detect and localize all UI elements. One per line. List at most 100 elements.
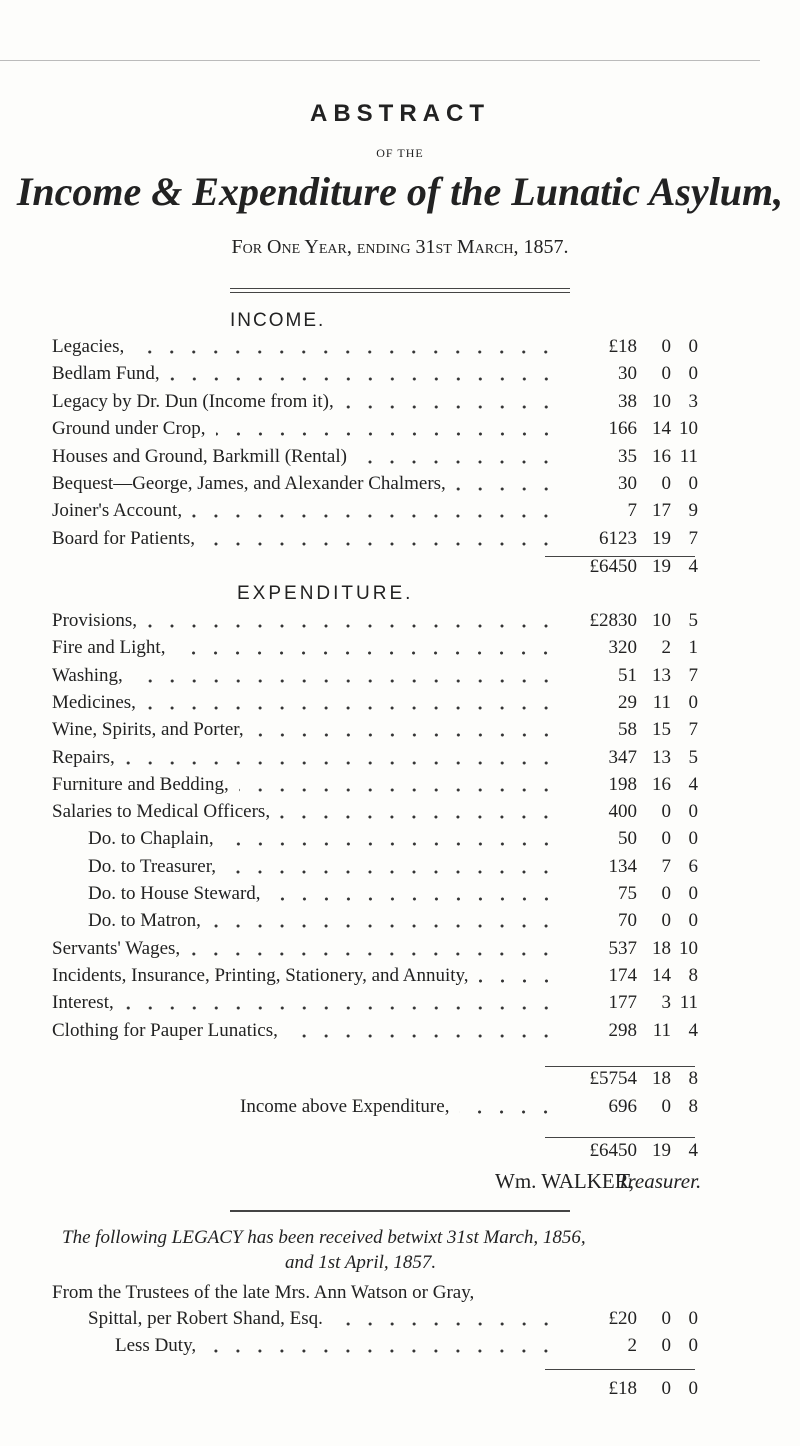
dot-leader [147, 624, 557, 628]
pence: 0 [688, 828, 699, 850]
ledger-row: Washing, 51 13 7 [52, 665, 698, 689]
dot-leader [226, 869, 557, 874]
legacy-intro: and 1st April, 1857. [285, 1252, 437, 1273]
pence: 8 [688, 1096, 699, 1117]
shillings: 14 [652, 964, 671, 986]
pence: 5 [688, 746, 699, 768]
row-label: Do. to House Steward, [88, 883, 261, 904]
dot-leader [123, 1006, 557, 1011]
subtitle: For One Year, ending 31st March, 1857. [231, 236, 569, 258]
shillings: 13 [652, 664, 671, 686]
pence: 11 [679, 992, 698, 1014]
main-title: Income & Expenditure of the Lunatic Asyl… [16, 169, 784, 214]
row-label: Bedlam Fund, [52, 363, 160, 385]
pounds: £5754 [589, 1068, 638, 1089]
ledger-row: Wine, Spirits, and Porter, 58 15 7 [52, 719, 698, 743]
shillings: 18 [652, 1068, 671, 1089]
ledger-row: Board for Patients, 6123 19 7 [52, 528, 698, 552]
pounds: 696 [608, 1096, 638, 1117]
shillings: 0 [661, 1096, 672, 1117]
ledger-row: Less Duty, 2 0 0 [115, 1335, 698, 1359]
pounds: 38 [618, 390, 637, 412]
ledger-row: Ground under Crop, 166 14 10 [52, 418, 698, 442]
shillings: 19 [652, 556, 671, 577]
pence: 0 [688, 883, 699, 904]
shillings: 0 [661, 1378, 672, 1399]
ledger-row: Joiner's Account, 7 17 9 [52, 500, 698, 524]
pounds: 537 [608, 937, 638, 959]
pounds: 320 [608, 637, 638, 659]
pounds: 50 [618, 828, 637, 850]
dot-leader [238, 787, 557, 792]
row-label: Legacies, [52, 336, 125, 357]
row-label: Fire and Light, [52, 637, 166, 659]
legacy-intro: The following LEGACY has been received b… [62, 1227, 586, 1248]
rule [230, 1210, 570, 1212]
dot-leader [132, 678, 557, 683]
pounds: 6123 [599, 527, 637, 549]
pounds: 51 [618, 664, 637, 686]
sum-rule [545, 1369, 695, 1370]
dot-leader [145, 705, 557, 710]
shillings: 17 [652, 500, 671, 522]
pounds: £18 [608, 336, 638, 357]
pounds: £2830 [589, 610, 638, 631]
pence: 4 [688, 1019, 699, 1041]
ledger-row: Spittal, per Robert Shand, Esq. £20 0 0 [88, 1308, 698, 1332]
pounds: 75 [618, 883, 637, 904]
pounds: £6450 [589, 556, 638, 577]
row-label: Bequest—George, James, and Alexander Cha… [52, 473, 446, 494]
dot-leader [215, 432, 557, 437]
ledger-row: £5754 18 8 [52, 1068, 699, 1092]
ledger-row: Fire and Light, 320 2 1 [52, 637, 698, 661]
pence: 0 [688, 1378, 699, 1399]
pence: 4 [688, 556, 699, 577]
pounds: 166 [608, 418, 638, 440]
shillings: 18 [652, 937, 671, 959]
ledger-row: £6450 19 4 [52, 556, 699, 580]
signature-name: Wm. WALKER, [495, 1169, 635, 1193]
row-label: Provisions, [52, 610, 137, 631]
pounds: £6450 [589, 1140, 638, 1161]
pounds: 30 [618, 363, 637, 385]
ledger-row: Medicines, 29 11 0 [52, 692, 698, 716]
ledger-row: Legacies, £18 0 0 [52, 336, 698, 360]
ledger-row: Bedlam Fund, 30 0 0 [52, 363, 698, 387]
row-label: Houses and Ground, Barkmill (Rental) [52, 445, 347, 467]
row-label: Furniture and Bedding, [52, 773, 229, 795]
pence: 8 [688, 964, 699, 986]
pence: 0 [688, 1308, 699, 1329]
shillings: 2 [661, 637, 672, 659]
sum-rule [545, 1137, 695, 1138]
pounds: £18 [608, 1378, 638, 1399]
shillings: 13 [652, 746, 671, 768]
pence: 0 [688, 910, 699, 932]
dot-leader [210, 924, 557, 929]
shillings: 0 [661, 1308, 672, 1329]
pounds: 174 [608, 964, 638, 986]
ledger-row: Do. to Treasurer, 134 7 6 [88, 856, 698, 880]
shillings: 19 [652, 1140, 671, 1161]
ledger-row: Clothing for Pauper Lunatics, 298 11 4 [52, 1020, 698, 1044]
row-label: Washing, [52, 664, 123, 686]
income-heading: INCOME. [230, 310, 326, 331]
rule [230, 288, 570, 289]
pence: 10 [679, 418, 698, 440]
dot-leader [459, 1110, 557, 1114]
row-label: Incidents, Insurance, Printing, Statione… [52, 964, 469, 986]
shillings: 0 [661, 883, 672, 904]
shillings: 11 [652, 691, 671, 713]
pence: 3 [688, 390, 699, 412]
shillings: 10 [652, 610, 671, 631]
pence: 7 [688, 527, 699, 549]
shillings: 11 [652, 1019, 671, 1041]
pounds: £20 [608, 1308, 638, 1329]
pence: 10 [679, 937, 698, 959]
shillings: 0 [661, 336, 672, 357]
pence: 0 [688, 1335, 699, 1356]
pence: 7 [688, 664, 699, 686]
pence: 0 [688, 473, 699, 494]
pounds: 347 [608, 746, 638, 768]
row-label: Wine, Spirits, and Porter, [52, 719, 244, 741]
pence: 11 [679, 445, 698, 467]
